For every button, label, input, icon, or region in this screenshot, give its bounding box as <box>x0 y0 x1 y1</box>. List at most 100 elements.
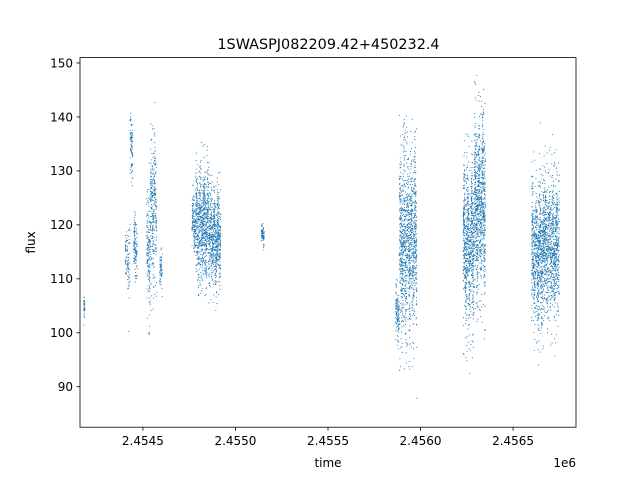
data-point <box>462 178 465 180</box>
data-point <box>220 217 222 219</box>
data-point <box>214 203 216 205</box>
data-point <box>211 189 213 191</box>
data-point <box>200 260 202 262</box>
data-point <box>410 301 412 303</box>
data-point <box>404 244 406 246</box>
data-point <box>214 257 216 259</box>
data-point <box>469 350 471 352</box>
data-point <box>411 213 413 215</box>
data-point <box>464 248 466 251</box>
data-point <box>405 150 407 153</box>
data-point <box>210 182 212 184</box>
data-point <box>412 323 414 325</box>
data-point <box>468 323 470 326</box>
data-point <box>411 218 413 220</box>
data-point <box>136 275 138 277</box>
data-point <box>407 204 409 206</box>
data-point <box>471 250 473 252</box>
data-point <box>395 284 397 286</box>
data-point <box>153 186 155 188</box>
data-point <box>468 348 470 350</box>
data-point <box>475 236 478 238</box>
data-point <box>205 204 207 206</box>
data-point <box>406 298 408 300</box>
data-point <box>213 238 215 240</box>
chart-title: 1SWASPJ082209.42+450232.4 <box>217 37 439 53</box>
data-point <box>130 181 132 183</box>
data-point <box>213 224 215 226</box>
data-point <box>208 240 210 242</box>
data-point <box>469 231 471 233</box>
data-point <box>408 308 411 310</box>
data-point <box>397 340 399 342</box>
data-point <box>406 202 408 204</box>
data-point <box>214 213 216 215</box>
data-point <box>467 190 469 192</box>
data-point <box>217 249 219 251</box>
data-point <box>160 270 162 272</box>
data-point <box>83 303 85 305</box>
data-point <box>395 299 397 301</box>
data-point <box>207 202 209 204</box>
data-point <box>153 216 155 218</box>
data-point <box>147 290 149 292</box>
data-point <box>413 274 415 276</box>
data-point <box>150 123 152 125</box>
data-point <box>409 344 411 346</box>
data-point <box>153 263 155 265</box>
data-point <box>151 227 153 229</box>
data-point <box>478 283 480 285</box>
data-point <box>220 218 222 220</box>
data-point <box>463 179 465 181</box>
data-point <box>196 168 198 170</box>
data-point <box>462 272 464 274</box>
data-point <box>464 151 466 154</box>
data-point <box>205 293 207 296</box>
data-point <box>201 237 203 239</box>
data-point <box>400 310 403 312</box>
data-point <box>149 282 151 284</box>
data-point <box>202 234 204 236</box>
data-point <box>403 279 405 281</box>
data-point <box>196 178 198 180</box>
data-point <box>207 207 209 209</box>
data-point <box>149 256 151 258</box>
data-point <box>150 190 152 192</box>
data-point <box>214 207 216 209</box>
data-point <box>414 184 416 186</box>
data-point <box>155 157 157 160</box>
data-point <box>462 229 464 231</box>
data-point <box>465 282 467 284</box>
data-point <box>401 296 403 299</box>
data-point <box>208 257 210 259</box>
data-point <box>409 269 411 271</box>
data-point <box>134 212 136 214</box>
data-point <box>401 270 403 273</box>
data-point <box>133 221 135 223</box>
data-point <box>410 210 412 212</box>
data-point <box>198 211 201 213</box>
data-point <box>150 257 152 259</box>
data-point <box>195 268 197 270</box>
data-point <box>470 311 472 313</box>
data-point <box>400 213 403 215</box>
data-point <box>214 234 216 236</box>
data-point <box>129 133 131 135</box>
data-point <box>399 198 401 200</box>
data-point <box>469 308 471 310</box>
data-point <box>405 278 407 280</box>
data-point <box>471 270 473 272</box>
data-point <box>465 209 467 211</box>
data-point <box>126 246 129 248</box>
data-point <box>204 198 206 200</box>
data-point <box>130 134 132 137</box>
data-point <box>211 198 213 200</box>
data-point <box>218 184 220 186</box>
data-point <box>208 249 210 251</box>
data-point <box>411 301 414 303</box>
data-point <box>202 219 204 221</box>
data-point <box>401 290 403 292</box>
data-point <box>150 184 152 187</box>
data-point <box>409 221 411 224</box>
data-point <box>200 192 202 194</box>
